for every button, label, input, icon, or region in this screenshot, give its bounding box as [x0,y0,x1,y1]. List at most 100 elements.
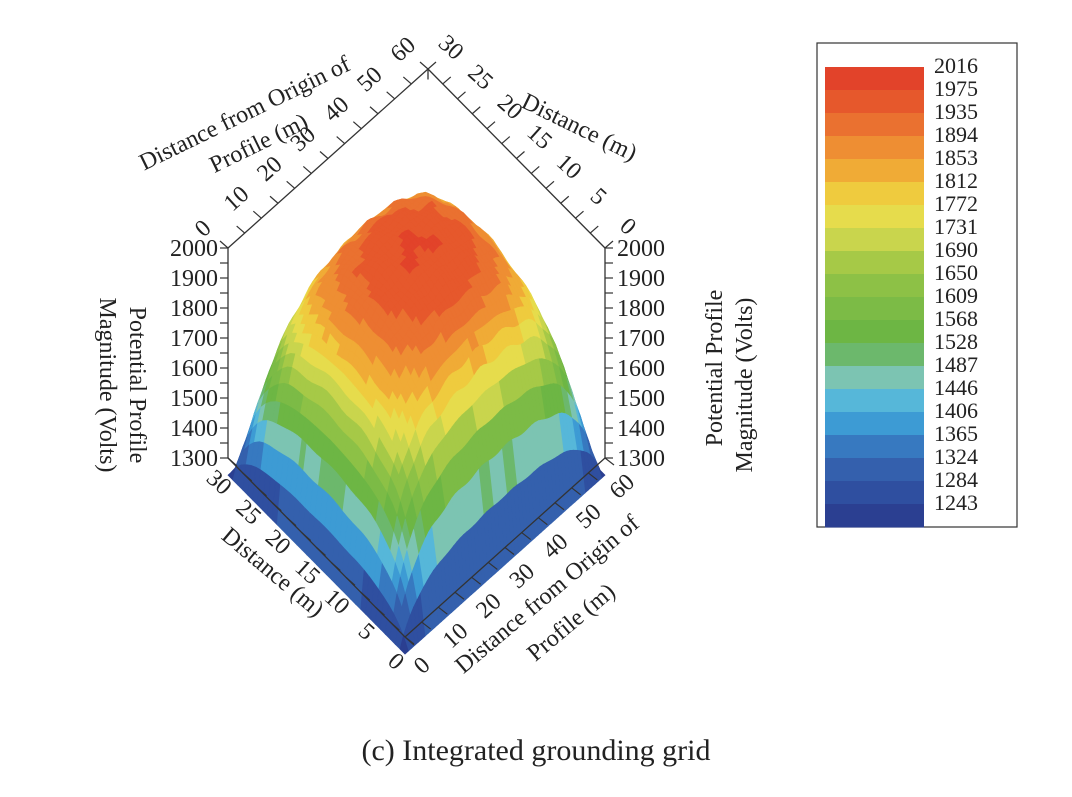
legend-label: 1935 [934,99,978,124]
distance-tick-front [286,517,297,527]
legend-label: 1406 [934,398,978,423]
magnitude-tick-label-left: 2000 [170,236,218,262]
color-legend: 2016197519351894185318121772173116901650… [816,42,1018,528]
profile-tick-back [252,210,262,219]
distance-tick-front [404,636,415,646]
distance-tick-back [427,61,437,70]
distance-tick-label-front: 5 [353,618,379,645]
distance-tick-front [242,472,253,482]
surface-plot [227,191,606,655]
profile-tick-back [286,180,296,189]
profile-tick-back [269,195,279,204]
profile-tick-back [419,61,429,70]
profile-tick-back [302,165,312,174]
magnitude-tick-label-left: 1700 [170,326,218,352]
profile-tick-front [471,576,482,585]
distance-tick-front [257,487,267,497]
legend-swatch [825,159,924,183]
distance-tick-front [271,502,282,512]
profile-tick-back [369,106,379,115]
profile-tick-front [487,561,498,570]
profile-tick-back [319,151,329,159]
legend-label: 1284 [934,467,978,492]
magnitude-axis-title-left-line1: Potential Profile [124,307,150,464]
magnitude-axis-title-right-line1: Potential Profile [702,290,728,447]
magnitude-tick-label-left: 1900 [170,266,218,292]
legend-label: 1731 [934,214,978,239]
legend-swatch [825,136,924,160]
distance-tick-label-back: 5 [585,183,611,210]
magnitude-tick-label-right: 2000 [617,236,665,262]
legend-label: 1568 [934,306,978,331]
profile-tick-front [604,457,615,466]
magnitude-axis-title-right-line2: Magnitude (Volts) [732,298,758,473]
profile-tick-label-front: 40 [538,529,573,564]
legend-swatch [825,366,924,390]
legend-label: 1446 [934,375,978,400]
distance-tick-back [457,91,466,100]
profile-tick-label-front: 60 [605,469,640,504]
legend-label: 1975 [934,76,978,101]
distance-tick-front [330,561,341,571]
chart-caption: (c) Integrated grounding grid [361,734,710,767]
distance-tick-back [545,180,555,189]
legend-swatch [825,297,924,321]
legend-label: 1650 [934,260,978,285]
legend-swatch [825,389,924,413]
legend-swatch [825,182,924,206]
distance-tick-front [316,547,326,556]
profile-tick-front [454,591,465,600]
legend-label: 1365 [934,421,978,446]
profile-tick-back [219,240,229,249]
profile-tick-front [537,517,548,526]
magnitude-tick-label-right: 1900 [617,266,665,292]
magnitude-tick-label-left: 1300 [170,446,218,472]
profile-tick-back [236,225,246,234]
distance-tick-label-back: 30 [433,30,468,65]
distance-tick-front [360,591,371,601]
magnitude-tick-label-left: 1800 [170,296,218,322]
legend-swatch [825,67,924,91]
profile-tick-label-front: 50 [571,499,606,534]
distance-tick-back [442,76,452,85]
distance-tick-back [560,195,570,204]
distance-tick-back [530,165,540,174]
distance-tick-front [301,532,312,542]
distance-tick-back [471,106,481,115]
legend-swatch [825,113,924,137]
legend-label: 1812 [934,168,978,193]
profile-tick-front [504,547,515,555]
legend-label: 1853 [934,145,978,170]
magnitude-tick-label-right: 1800 [617,296,665,322]
profile-tick-front [421,621,432,630]
legend-swatch [825,435,924,459]
legend-label: 1528 [934,329,978,354]
distance-tick-back [604,240,614,249]
legend-label: 1772 [934,191,978,216]
profile-tick-front [587,472,598,481]
distance-tick-front [389,621,400,631]
profile-tick-back [352,121,362,130]
profile-tick-front [437,606,448,615]
profile-tick-label-back: 50 [352,62,387,97]
distance-tick-front [345,576,356,586]
magnitude-tick-label-left: 1500 [170,386,218,412]
profile-tick-label-back: 40 [319,92,354,127]
legend-label: 1324 [934,444,978,469]
distance-tick-front [227,457,238,467]
legend-swatch [825,274,924,298]
distance-tick-label-back: 25 [463,60,498,95]
profile-tick-label-back: 10 [219,181,254,216]
magnitude-axis-title-left-line2: Magnitude (Volts) [94,298,120,473]
profile-tick-back [336,136,346,145]
distance-tick-front [375,606,385,616]
legend-swatch [825,412,924,436]
legend-label: 1487 [934,352,978,377]
legend-swatch [825,90,924,114]
legend-label: 1243 [934,490,978,515]
magnitude-tick-label-right: 1400 [617,416,665,442]
profile-tick-back [402,76,412,85]
magnitude-tick-label-right: 1600 [617,356,665,382]
magnitude-tick-label-left: 1400 [170,416,218,442]
distance-tick-label-front: 0 [383,648,409,675]
